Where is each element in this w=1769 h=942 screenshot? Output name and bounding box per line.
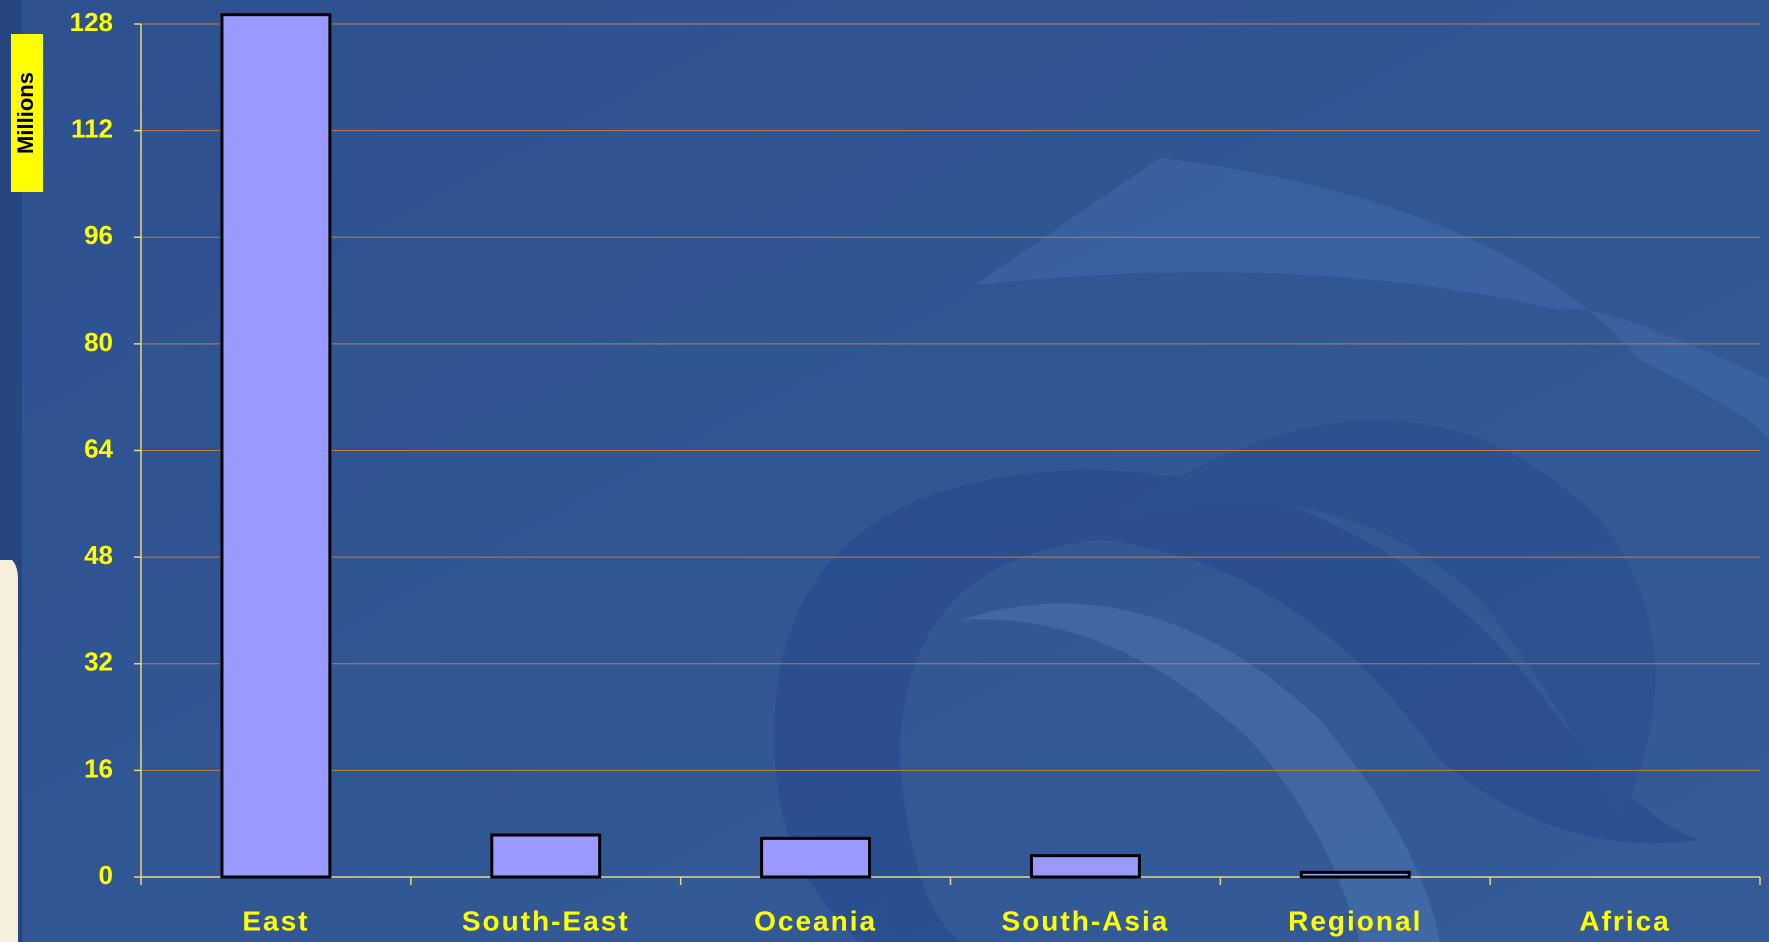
y-tick-label: 112 [71,114,113,144]
y-tick-label: 32 [84,647,113,677]
y-axis-label-box [11,34,43,192]
y-axis-label: Millions [13,72,38,154]
y-tick-label: 16 [84,753,113,783]
bar [1299,870,1411,879]
x-tick-label: East [242,905,309,936]
swirl-decoration [774,158,1769,942]
y-tick-label: 80 [84,327,113,357]
x-tick-label: Africa [1579,905,1670,936]
x-tick-label: South-Asia [1002,905,1170,936]
bar [1029,854,1141,879]
bar [220,13,332,879]
y-tick-label: 128 [70,7,113,37]
y-tick-label: 0 [99,860,113,890]
bar [490,833,602,879]
x-tick-label: Regional [1288,905,1422,936]
y-tick-label: 64 [84,433,113,463]
y-tick-label: 96 [84,220,113,250]
x-tick-label: South-East [462,905,630,936]
y-tick-label: 48 [84,540,113,570]
x-tick-label: Oceania [754,905,877,936]
side-panel [0,560,18,942]
bar [760,836,872,879]
